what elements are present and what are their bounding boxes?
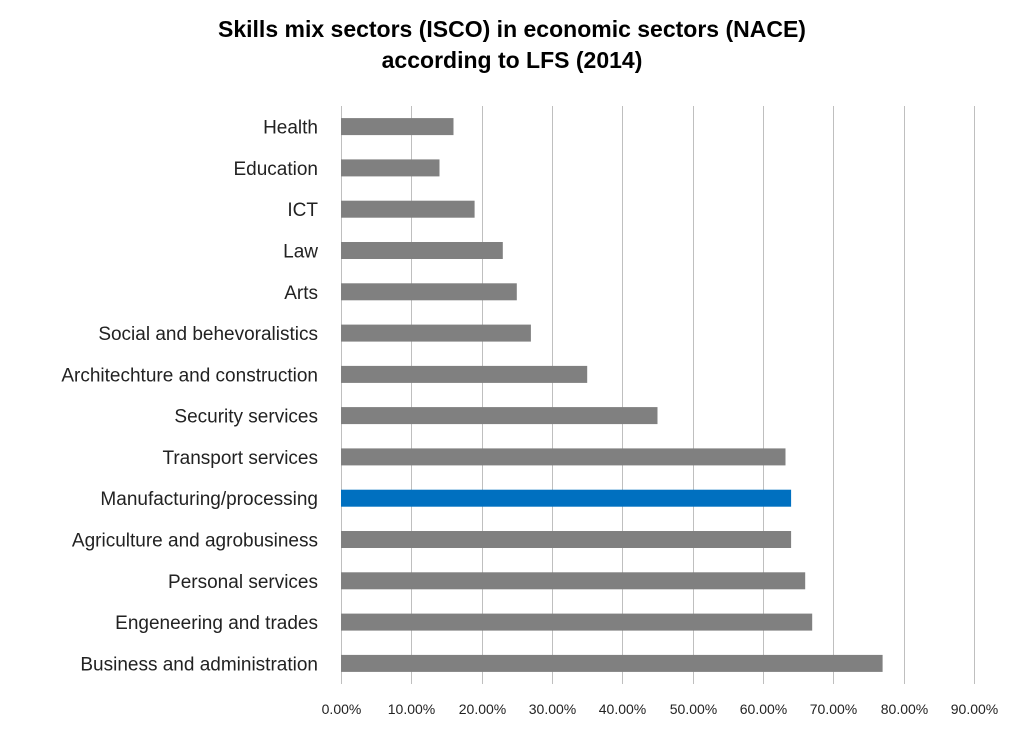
bar [341, 489, 792, 507]
bar [341, 242, 503, 259]
category-label: Engeneering and trades [115, 613, 318, 634]
x-tick-label: 0.00% [322, 701, 362, 717]
bar [341, 654, 883, 672]
x-tick-label: 60.00% [740, 701, 787, 717]
category-label: Agriculture and agrobusiness [72, 531, 318, 552]
x-tick-label: 40.00% [599, 701, 646, 717]
bar [341, 407, 658, 425]
gridlines [341, 106, 975, 684]
x-tick-label: 30.00% [529, 701, 576, 717]
x-tick-label: 70.00% [810, 701, 857, 717]
category-label: Law [283, 242, 318, 263]
x-tick-label: 80.00% [881, 701, 928, 717]
bar [341, 159, 440, 177]
x-tick-label: 20.00% [459, 701, 506, 717]
category-label: Security services [174, 407, 318, 428]
bar [341, 324, 531, 342]
category-label: Education [233, 159, 318, 180]
x-tick-label: 50.00% [670, 701, 717, 717]
chart-title-line-2: according to LFS (2014) [381, 47, 643, 73]
chart-title-line-1: Skills mix sectors (ISCO) in economic se… [218, 16, 806, 42]
category-label: Architechture and construction [61, 365, 318, 386]
bar [341, 613, 813, 631]
bar [341, 118, 454, 136]
category-label: ICT [287, 200, 318, 221]
category-label: Manufacturing/processing [100, 489, 318, 510]
category-label: Health [263, 118, 318, 139]
bar [341, 572, 806, 590]
bar [341, 531, 792, 548]
bar [341, 365, 588, 383]
bar [341, 283, 517, 301]
bar [341, 200, 475, 218]
x-tick-label: 10.00% [388, 701, 435, 717]
x-tick-labels: 0.00% 10.00% 20.00% 30.00% 40.00% 50.00% 60.00… [322, 701, 999, 717]
category-labels: Health Education ICT Law Arts Social and behe… [61, 118, 318, 676]
category-label: Arts [284, 283, 318, 304]
chart-title: Skills mix sectors (ISCO) in economic se… [0, 14, 1024, 76]
bars [341, 118, 883, 672]
category-label: Transport services [162, 448, 318, 469]
bar [341, 448, 786, 466]
category-label: Personal services [168, 572, 318, 593]
x-tick-label: 90.00% [951, 701, 998, 717]
category-label: Social and behevoralistics [98, 324, 318, 345]
category-label: Business and administration [80, 654, 318, 675]
